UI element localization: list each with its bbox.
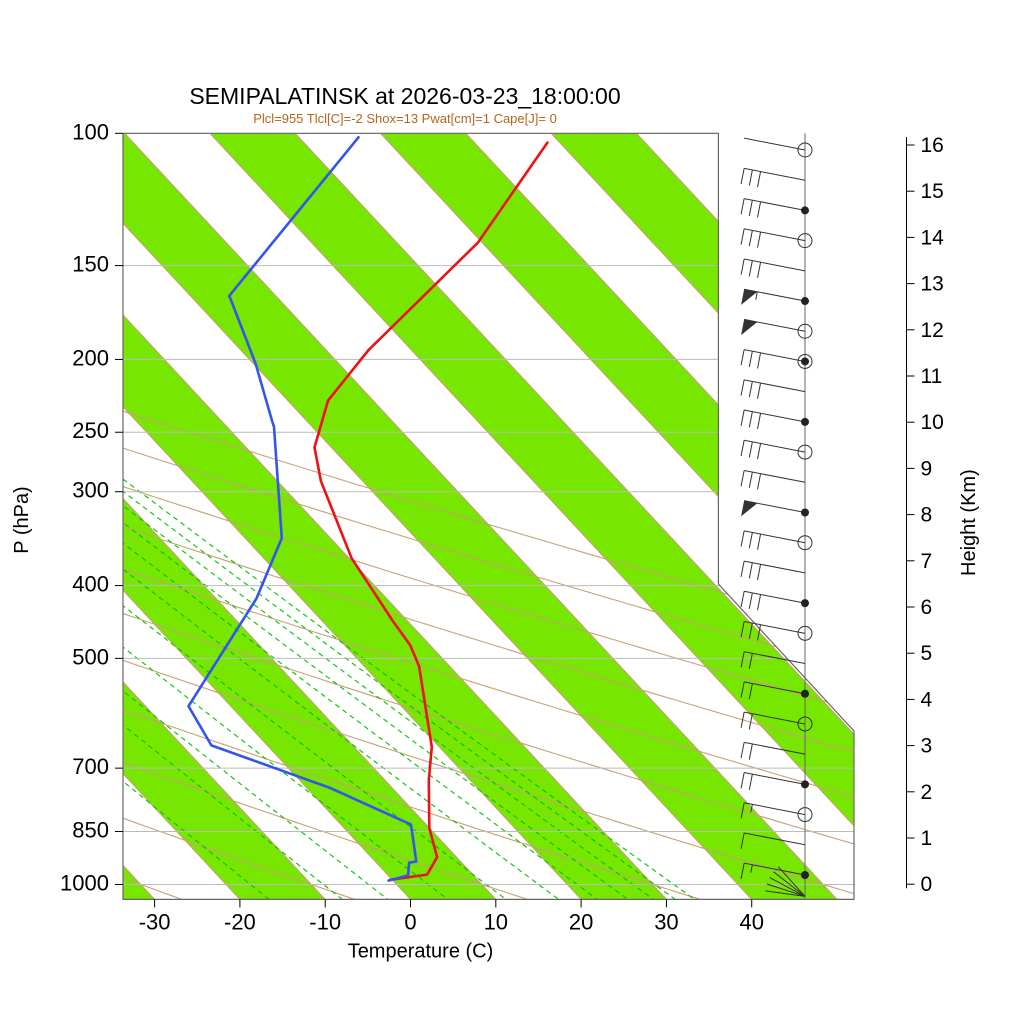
svg-text:200: 200 [72,345,109,370]
svg-text:6: 6 [921,596,933,619]
svg-text:400: 400 [72,572,109,597]
svg-text:0: 0 [404,909,416,934]
svg-text:28: 28 [34,416,55,437]
svg-text:700: 700 [72,754,109,779]
svg-text:5: 5 [921,642,933,665]
svg-text:20: 20 [0,416,16,437]
svg-text:Height (Km): Height (Km) [958,469,980,576]
svg-text:3: 3 [921,735,933,758]
svg-text:10: 10 [484,909,508,934]
svg-text:-20: -20 [224,909,256,934]
svg-text:20: 20 [569,909,593,934]
svg-text:11: 11 [921,365,943,388]
svg-text:Temperature (C): Temperature (C) [348,940,494,962]
svg-text:15: 15 [921,180,944,203]
svg-text:100: 100 [72,119,109,144]
svg-text:32: 32 [50,416,71,437]
svg-text:12: 12 [921,319,944,342]
svg-text:1000: 1000 [60,871,109,896]
svg-text:4: 4 [921,688,933,711]
svg-text:8: 8 [921,504,933,527]
svg-text:150: 150 [72,252,109,277]
svg-text:0: 0 [921,873,933,896]
svg-text:300: 300 [72,478,109,503]
svg-text:30: 30 [654,909,678,934]
svg-text:9: 9 [921,457,933,480]
svg-text:SEMIPALATINSK at 2026-03-23_18: SEMIPALATINSK at 2026-03-23_18:00:00 [189,83,620,109]
svg-text:850: 850 [72,817,109,842]
svg-text:-30: -30 [139,909,171,934]
svg-text:P (hPa): P (hPa) [11,486,33,553]
svg-text:7: 7 [921,550,933,573]
svg-text:250: 250 [72,418,109,443]
svg-text:Plcl=955 Tlcl[C]=-2 Shox=13 Pw: Plcl=955 Tlcl[C]=-2 Shox=13 Pwat[cm]=1 C… [253,111,557,126]
svg-text:40: 40 [739,909,763,934]
svg-text:13: 13 [921,273,944,296]
svg-text:10: 10 [921,411,944,434]
svg-text:1: 1 [921,827,933,850]
svg-text:24: 24 [16,416,38,437]
svg-text:2: 2 [921,781,933,804]
svg-text:500: 500 [72,644,109,669]
svg-text:-10: -10 [309,909,341,934]
svg-text:14: 14 [921,226,945,249]
svg-text:16: 16 [921,134,944,157]
